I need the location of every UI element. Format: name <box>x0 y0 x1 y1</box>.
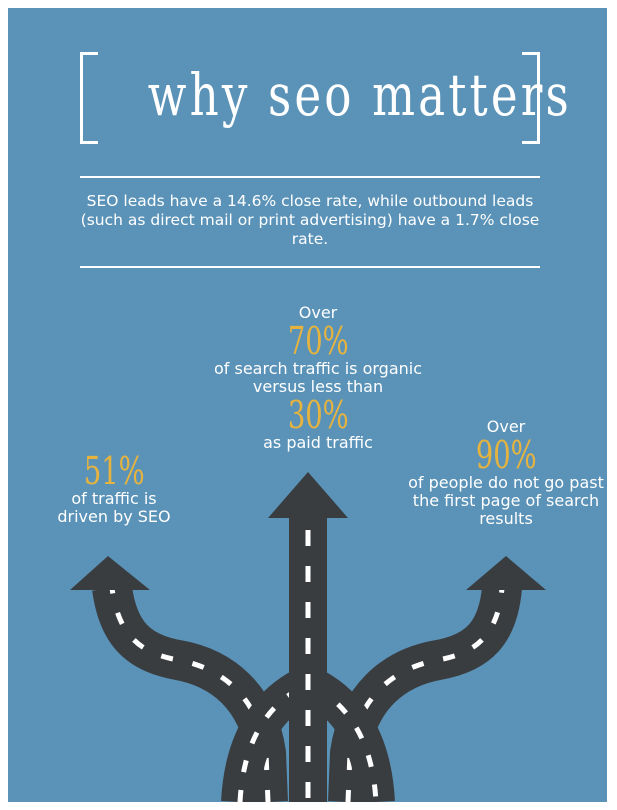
stat-organic-traffic: Over 70% of search traffic is organic ve… <box>208 304 428 452</box>
stat-prefix: Over <box>298 303 338 322</box>
center-arrow-head <box>268 472 348 518</box>
bottom-divider <box>80 266 540 268</box>
stat-number: 30% <box>287 393 349 437</box>
road-arrows-icon <box>70 472 546 802</box>
stat-number: 51% <box>83 449 145 493</box>
left-arrow-head <box>70 556 150 590</box>
stat-text: of search traffic is organic versus less… <box>213 359 423 396</box>
stat-text: as paid traffic <box>263 433 373 452</box>
stat-first-page: Over 90% of people do not go past the fi… <box>406 418 606 528</box>
left-bracket <box>80 52 98 144</box>
infographic-panel: why seo matters SEO leads have a 14.6% c… <box>8 8 607 802</box>
right-bracket <box>522 52 540 144</box>
right-arrow-head <box>466 556 546 590</box>
stat-number: 70% <box>287 319 349 363</box>
stat-seo-traffic: 51% of traffic is driven by SEO <box>44 452 184 526</box>
stat-text: of people do not go past the first page … <box>408 473 604 528</box>
stat-number: 90% <box>475 433 537 477</box>
stat-prefix: Over <box>486 417 526 436</box>
top-divider <box>80 176 540 178</box>
intro-text: SEO leads have a 14.6% close rate, while… <box>80 192 540 248</box>
stat-text: of traffic is driven by SEO <box>57 489 171 526</box>
title-block: why seo matters <box>80 52 569 144</box>
